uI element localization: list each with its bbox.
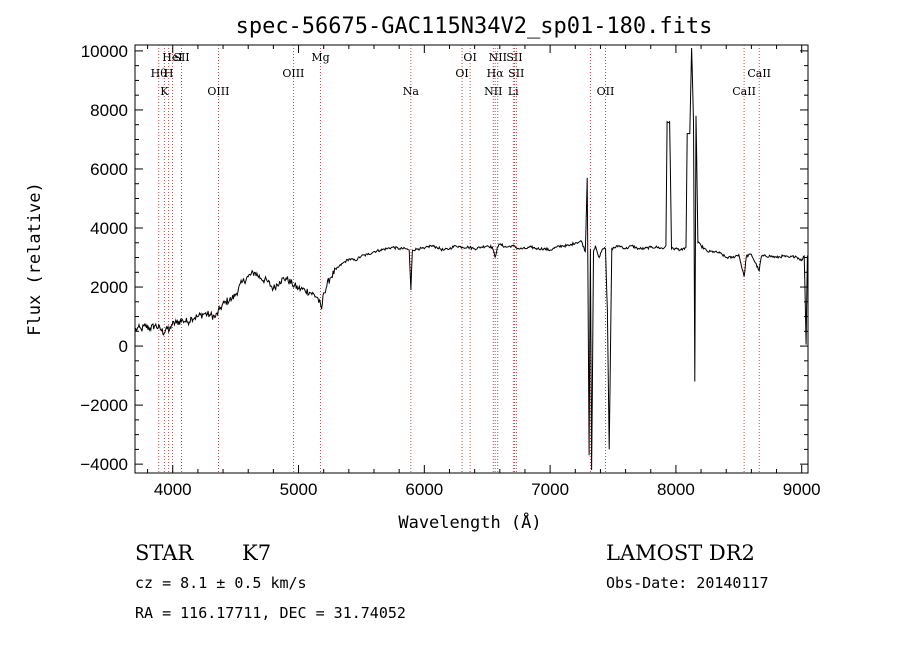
object-class: STAR [135,541,194,565]
line-marker-label: Li [508,85,519,98]
line-marker-label: Hα [487,67,505,80]
redshift-velocity: cz = 8.1 ± 0.5 km/s [135,574,307,592]
line-marker-label: SII [173,51,189,64]
plot-frame [134,44,809,474]
line-marker-label: Mg [311,51,329,64]
y-tick-label: −2000 [80,396,128,415]
line-marker-label: CaII [732,85,756,98]
observation-date: Obs-Date: 20140117 [606,574,769,592]
x-tick-label: 5000 [280,480,318,499]
line-marker-label: Na [403,85,420,98]
y-tick-label: 4000 [90,219,128,238]
x-tick-label: 7000 [531,480,569,499]
line-marker-label: HeI [162,51,182,64]
x-tick-label: 6000 [405,480,443,499]
x-tick-label: 8000 [657,480,695,499]
y-tick-label: 2000 [90,278,128,297]
y-tick-label: −4000 [80,455,128,474]
line-marker-label: NII [489,51,507,64]
y-tick-label: 6000 [90,160,128,179]
y-axis-label: Flux (relative) [25,182,45,336]
x-tick-label: 4000 [154,480,192,499]
y-tick-label: 10000 [81,42,128,61]
y-tick-label: 0 [119,337,128,356]
x-axis: 4000 5000 6000 7000 8000 9000 [147,45,821,499]
x-tick-label: 9000 [783,480,821,499]
line-marker-label: K [160,85,169,98]
line-marker-label: OII [597,85,615,98]
line-marker-label: CaII [747,67,771,80]
chart-title: spec-56675-GAC115N34V2_sp01-180.fits [236,14,713,39]
survey-name: LAMOST DR2 [606,541,755,565]
object-subclass: K7 [242,541,271,565]
y-axis: −4000 −2000 0 2000 4000 6000 8000 10000 [80,42,808,474]
spectral-line-markers: HθKHHeISIIOIIIOIIIMgNaOIOINIIHαNIILiSIIS… [151,45,771,473]
line-marker-label: NII [484,85,502,98]
line-marker-label: OIII [282,67,304,80]
line-marker-label: SII [508,67,524,80]
spectrum-line [134,47,808,471]
line-marker-label: H [164,67,174,80]
y-tick-label: 8000 [90,101,128,120]
x-axis-label: Wavelength (Å) [398,511,541,533]
line-marker-label: OIII [207,85,229,98]
line-marker-label: Hθ [151,67,168,80]
line-marker-label: OI [463,51,476,64]
line-marker-label: OI [455,67,468,80]
coordinates: RA = 116.17711, DEC = 31.74052 [135,604,406,622]
line-marker-label: SII [506,51,522,64]
